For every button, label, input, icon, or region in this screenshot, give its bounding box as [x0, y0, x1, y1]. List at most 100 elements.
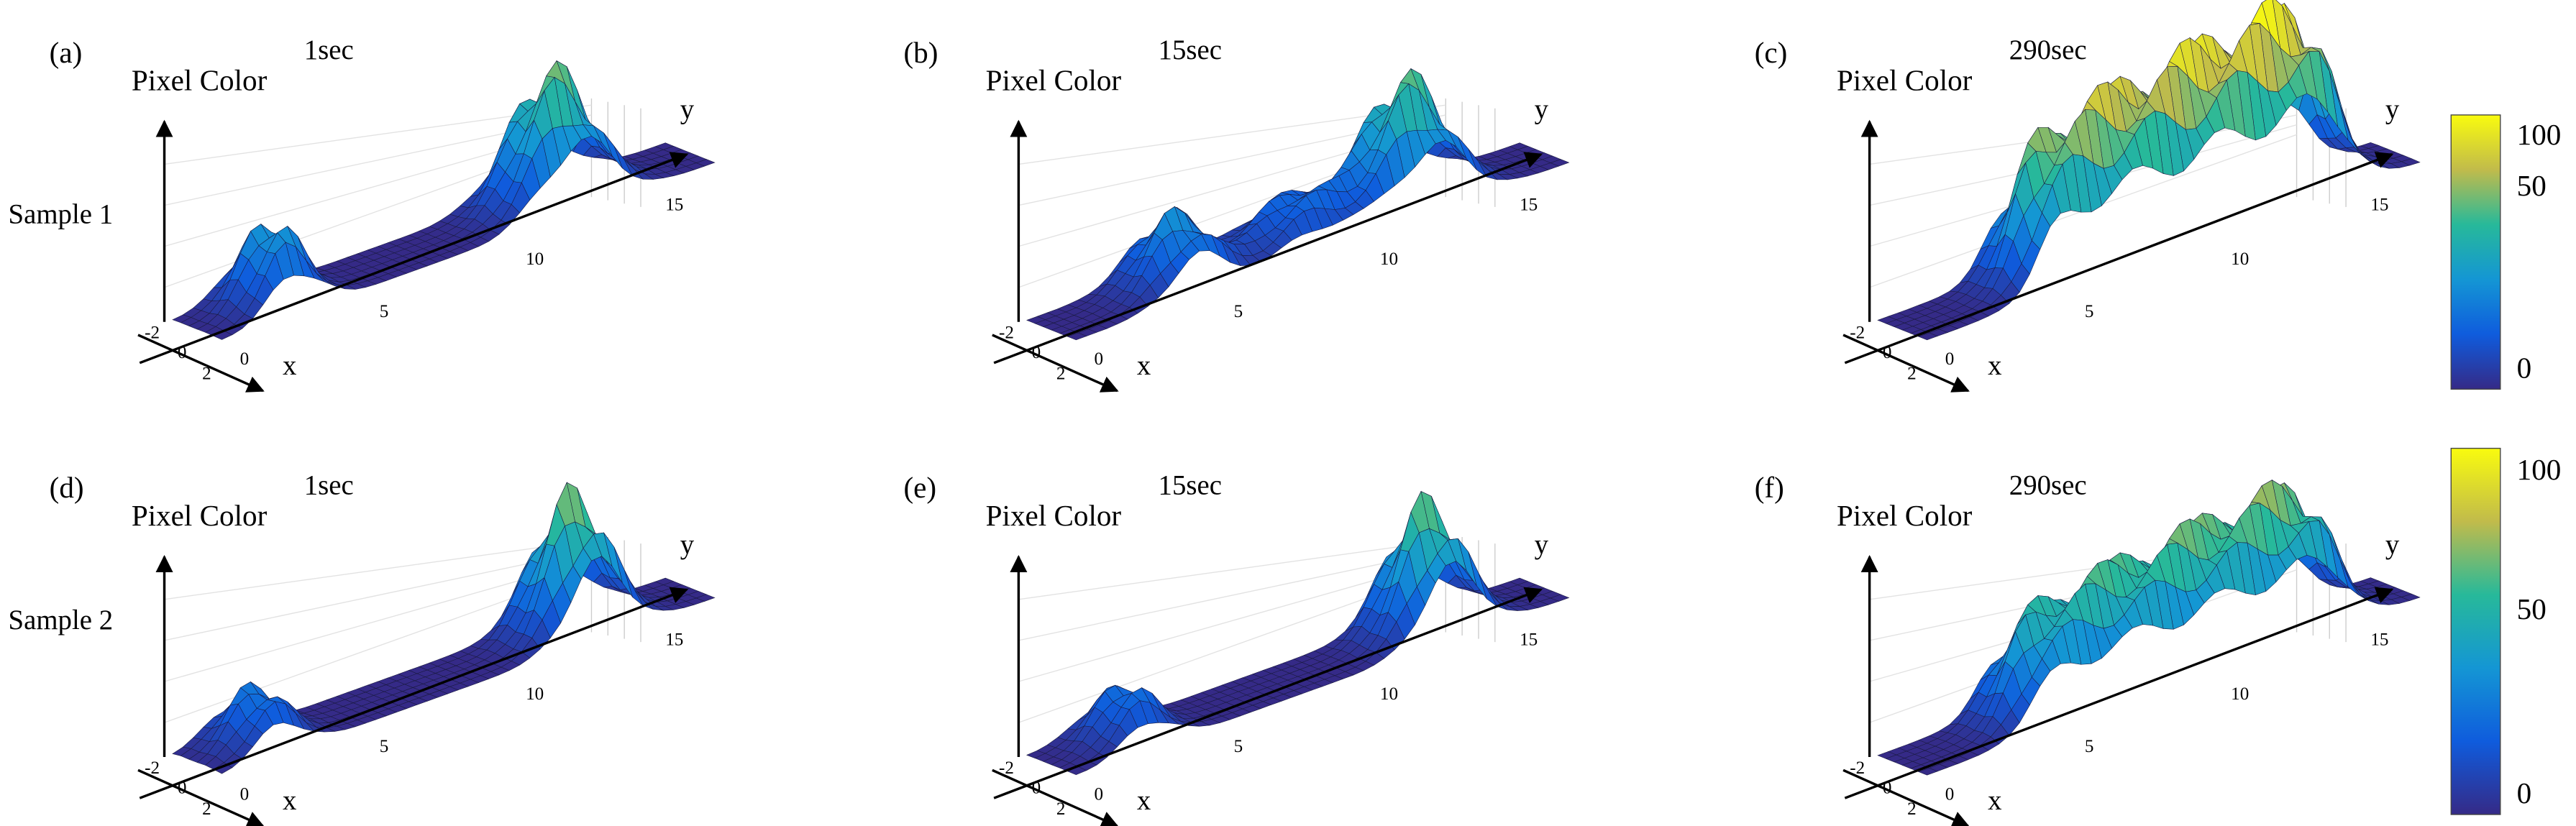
y-tick-label: 0	[240, 349, 250, 369]
y-tick-label: 10	[2231, 684, 2249, 704]
z-axis-label: Pixel Color	[1837, 499, 1973, 532]
x-tick-label: 0	[178, 778, 187, 797]
colorbar-tick-label: 50	[2517, 592, 2547, 625]
y-axis-label: y	[2385, 529, 2400, 560]
y-axis	[139, 152, 689, 364]
y-axis-label: y	[1535, 529, 1549, 560]
panel-time: 1sec	[304, 35, 354, 65]
x-axis-label: x	[1988, 350, 2001, 381]
x-axis	[137, 768, 265, 826]
x-tick-label: 2	[1056, 799, 1066, 819]
panel-label: (a)	[50, 36, 83, 70]
y-tick-label: 15	[1520, 195, 1538, 214]
x-axis	[992, 334, 1119, 393]
x-tick-label: -2	[999, 758, 1014, 778]
panel-time: 15sec	[1159, 470, 1222, 501]
y-tick-label: 0	[1094, 784, 1103, 804]
x-tick-label: -2	[1850, 323, 1865, 343]
colorbar	[2450, 447, 2501, 815]
x-tick-label: -2	[999, 323, 1014, 343]
y-tick-label: 0	[240, 784, 250, 804]
x-tick-label: 2	[202, 799, 211, 819]
y-axis	[993, 587, 1543, 799]
panel-time: 290sec	[2009, 470, 2087, 501]
panel-time: 15sec	[1159, 35, 1222, 65]
z-axis-label: Pixel Color	[132, 499, 268, 532]
x-tick-label: 0	[1032, 778, 1041, 797]
x-axis-label: x	[283, 785, 296, 816]
y-tick-label: 10	[1380, 249, 1398, 269]
y-tick-label: 15	[2370, 630, 2388, 650]
x-tick-label: 2	[1056, 364, 1066, 384]
y-tick-label: 0	[1945, 349, 1955, 369]
x-tick-label: -2	[145, 323, 160, 343]
y-tick-label: 5	[1234, 302, 1243, 321]
x-tick-label: 2	[1907, 364, 1917, 384]
z-axis-label: Pixel Color	[986, 64, 1122, 97]
y-tick-label: 15	[665, 630, 683, 650]
y-tick-label: 15	[1520, 630, 1538, 650]
y-tick-label: 0	[1094, 349, 1103, 369]
z-axis-label: Pixel Color	[132, 64, 268, 97]
y-tick-label: 5	[1234, 737, 1243, 756]
surface-patch	[1918, 332, 1938, 341]
y-axis-label: y	[1535, 93, 1549, 124]
y-axis	[1844, 587, 2394, 799]
colorbar	[2450, 114, 2501, 390]
panel-label: (d)	[50, 471, 84, 505]
x-tick-label: -2	[145, 758, 160, 778]
panel-time: 1sec	[304, 470, 354, 501]
y-axis	[993, 152, 1543, 364]
x-axis-label: x	[1988, 785, 2001, 816]
z-axis-label: Pixel Color	[1837, 64, 1973, 97]
y-axis-label: y	[2385, 93, 2400, 124]
colorbar-tick-label: 100	[2517, 118, 2562, 151]
y-axis	[139, 587, 689, 799]
y-tick-label: 10	[526, 684, 544, 704]
colorbar-tick-label: 50	[2517, 169, 2547, 202]
box-grid	[1018, 549, 1446, 641]
row-label: Sample 1	[9, 199, 114, 230]
colorbar-tick-label: 0	[2517, 351, 2532, 384]
x-axis-label: x	[1137, 350, 1151, 381]
y-tick-label: 10	[526, 249, 544, 269]
y-tick-label: 5	[380, 737, 389, 756]
panel-label: (f)	[1755, 471, 1784, 505]
panel-time: 290sec	[2009, 35, 2087, 65]
x-tick-label: 2	[1907, 799, 1917, 819]
colorbar-tick-label: 0	[2517, 776, 2532, 809]
panel-label: (e)	[903, 471, 936, 505]
x-tick-label: 0	[178, 343, 187, 362]
y-tick-label: 5	[380, 302, 389, 321]
panel-label: (c)	[1755, 36, 1788, 70]
y-axis-label: y	[680, 529, 695, 560]
colorbar-tick-label: 100	[2517, 453, 2562, 486]
y-axis	[1844, 152, 2394, 364]
x-axis	[137, 334, 265, 393]
surface-patch	[1067, 332, 1087, 341]
y-axis-label: y	[680, 93, 695, 124]
y-tick-label: 5	[2085, 737, 2094, 756]
y-tick-label: 0	[1945, 784, 1955, 804]
surface-patch	[1918, 768, 1938, 776]
box-grid	[164, 549, 592, 641]
x-tick-label: -2	[1850, 758, 1865, 778]
box-grid	[164, 539, 592, 600]
row-label: Sample 2	[9, 605, 114, 635]
x-axis-label: x	[1137, 785, 1151, 816]
x-axis-label: x	[283, 350, 296, 381]
y-tick-label: 15	[2370, 195, 2388, 214]
z-axis-label: Pixel Color	[986, 499, 1122, 532]
x-tick-label: 0	[1883, 343, 1892, 362]
x-axis	[992, 768, 1119, 826]
x-tick-label: 2	[202, 364, 211, 384]
x-tick-label: 0	[1032, 343, 1041, 362]
x-tick-label: 0	[1883, 778, 1892, 797]
